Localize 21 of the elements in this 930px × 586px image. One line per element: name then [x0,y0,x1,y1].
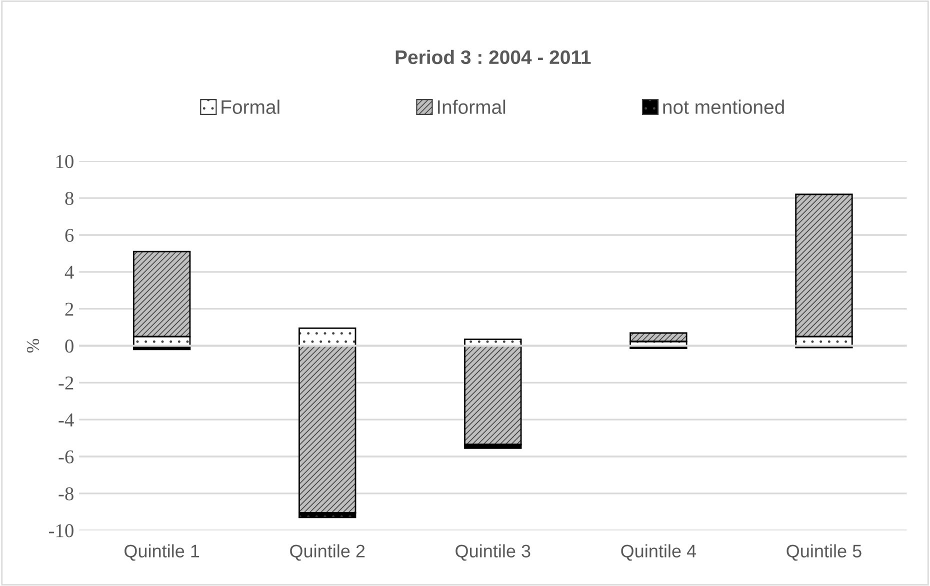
x-tick-label: Quintile 2 [290,544,365,561]
y-tick-label: -6 [58,450,74,464]
y-tick-label: 8 [65,192,74,206]
legend-label: Formal [222,100,280,114]
x-tick-label: Quintile 4 [621,544,696,561]
legend-label: Informal [438,100,506,114]
x-tick-label: Quintile 1 [124,544,200,561]
legend-label: not mentioned [663,100,784,114]
x-tick-label: Quintile 5 [786,544,862,561]
y-tick-label: 10 [56,154,74,168]
y-tick-label: 4 [64,266,74,279]
y-tick-label: -4 [58,414,74,426]
y-axis-title: % [26,338,40,353]
chart-title: Period 3 : 2004 - 2011 [396,50,591,64]
y-tick-label: -2 [58,376,74,390]
y-tick-label: 0 [65,340,74,353]
y-tick-label: 6 [65,228,74,242]
y-tick-label: 2 [65,302,74,316]
y-tick-label: -10 [48,524,74,538]
x-tick-label: Quintile 3 [456,544,530,561]
y-tick-label: -8 [58,487,74,500]
